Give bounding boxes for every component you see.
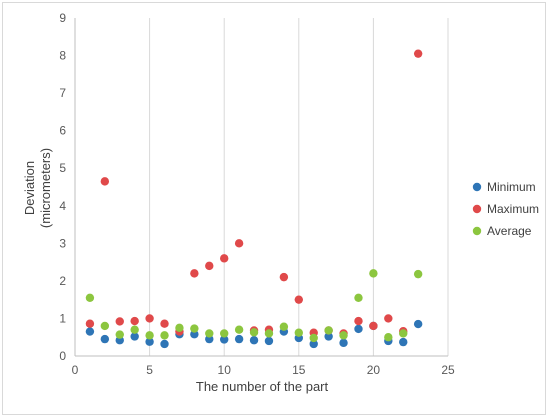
point-average xyxy=(249,328,259,337)
point-average xyxy=(279,322,289,331)
point-average xyxy=(264,329,274,338)
x-axis-title: The number of the part xyxy=(196,379,329,394)
legend-item-minimum: Minimum xyxy=(472,180,536,194)
y-tick-label: 7 xyxy=(59,86,66,100)
point-average xyxy=(160,331,169,340)
point-minimum xyxy=(145,337,154,346)
x-tick-label: 10 xyxy=(218,363,232,377)
point-maximum xyxy=(384,314,393,323)
y-tick-label: 8 xyxy=(59,49,66,63)
point-minimum xyxy=(399,337,408,347)
point-average xyxy=(399,329,408,338)
y-tick-label: 1 xyxy=(59,311,66,325)
point-maximum xyxy=(413,49,423,58)
point-average xyxy=(324,326,333,335)
point-minimum xyxy=(85,327,95,336)
legend-label-average: Average xyxy=(487,224,532,238)
legend-label-maximum: Maximum xyxy=(487,202,539,216)
x-tick-label: 0 xyxy=(72,363,79,377)
point-average xyxy=(190,324,199,333)
legend-marker-maximum xyxy=(472,204,482,214)
x-tick-labels: 0 5 10 15 20 25 xyxy=(72,363,455,377)
y-tick-label: 6 xyxy=(59,124,66,138)
point-maximum xyxy=(369,321,378,331)
point-minimum xyxy=(324,332,333,341)
point-minimum xyxy=(220,335,229,344)
point-average xyxy=(85,293,95,302)
y-tick-label: 3 xyxy=(59,236,66,250)
y-axis-title-line-1: Deviation xyxy=(22,161,37,215)
point-minimum xyxy=(234,334,244,344)
series-maximum xyxy=(85,49,423,338)
point-minimum xyxy=(100,334,110,344)
y-tick-label: 2 xyxy=(59,274,66,288)
point-maximum xyxy=(85,319,95,328)
series-average xyxy=(85,269,423,343)
legend-label-minimum: Minimum xyxy=(487,180,536,194)
point-maximum xyxy=(115,317,124,326)
point-maximum xyxy=(130,316,139,326)
grid-lines xyxy=(149,18,449,356)
y-tick-label: 4 xyxy=(59,199,66,213)
point-average xyxy=(339,331,348,340)
legend-item-maximum: Maximum xyxy=(472,202,539,216)
x-tick-label: 25 xyxy=(441,363,455,377)
y-axis-title: Deviation (micrometers) xyxy=(22,148,53,228)
x-tick-label: 5 xyxy=(146,363,153,377)
axes xyxy=(74,18,448,357)
chart-frame xyxy=(2,2,546,415)
legend-marker-average xyxy=(472,226,482,236)
point-average xyxy=(294,328,303,337)
data-points xyxy=(85,49,423,349)
point-average xyxy=(354,293,363,302)
point-average xyxy=(413,269,423,279)
point-average xyxy=(130,325,139,334)
y-tick-label: 5 xyxy=(59,161,66,175)
point-minimum xyxy=(309,339,318,349)
point-maximum xyxy=(220,254,229,263)
point-maximum xyxy=(145,314,154,323)
point-minimum xyxy=(339,338,348,348)
point-minimum xyxy=(354,324,363,334)
point-minimum xyxy=(160,339,169,349)
point-average xyxy=(145,331,154,340)
point-average xyxy=(369,269,378,278)
point-average xyxy=(220,329,229,338)
point-average xyxy=(234,325,244,334)
point-maximum xyxy=(354,316,363,326)
point-minimum xyxy=(130,332,139,341)
x-tick-label: 15 xyxy=(292,363,306,377)
legend: Minimum Maximum Average xyxy=(472,180,539,238)
point-maximum xyxy=(279,272,289,282)
point-average xyxy=(309,333,318,343)
point-maximum xyxy=(190,269,199,278)
point-average xyxy=(175,323,184,333)
point-minimum xyxy=(264,336,274,346)
point-maximum xyxy=(160,319,169,328)
point-minimum xyxy=(413,319,423,329)
point-maximum xyxy=(100,177,110,186)
point-average xyxy=(205,329,214,338)
point-maximum xyxy=(205,261,214,271)
legend-marker-minimum xyxy=(472,182,482,192)
y-tick-label: 9 xyxy=(59,11,66,25)
y-tick-labels: 0 1 2 3 4 5 6 7 8 9 xyxy=(59,11,66,363)
point-maximum xyxy=(294,295,303,304)
point-average xyxy=(384,333,393,342)
y-axis-title-line-2: (micrometers) xyxy=(38,148,53,228)
point-average xyxy=(100,321,110,331)
point-minimum xyxy=(249,336,259,345)
point-average xyxy=(115,330,124,339)
point-maximum xyxy=(234,239,244,248)
x-tick-label: 20 xyxy=(367,363,381,377)
legend-item-average: Average xyxy=(472,224,532,238)
y-tick-label: 0 xyxy=(59,349,66,363)
